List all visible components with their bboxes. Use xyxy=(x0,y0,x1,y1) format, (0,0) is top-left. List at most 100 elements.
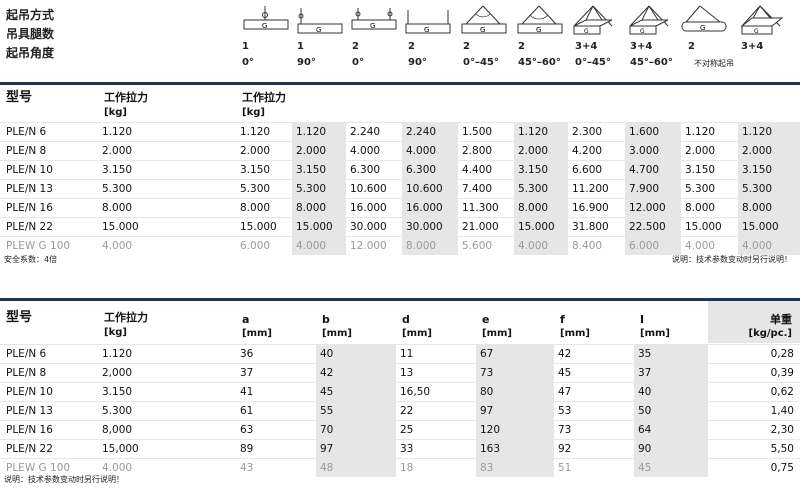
table-row: PLE/N 6 1.120 1.120 1.120 2.240 2.240 1.… xyxy=(0,122,800,142)
dim-e-cell: 97 xyxy=(476,401,554,421)
value-cell: 8.000 xyxy=(292,198,346,218)
t2-header-e: e xyxy=(482,313,490,326)
dim-l-cell: 35 xyxy=(634,344,708,364)
value-cell: 4.000 xyxy=(346,141,402,161)
value-cell: 3.150 xyxy=(681,160,738,180)
value-cell: 2.000 xyxy=(236,141,292,161)
value-cell: 8.000 xyxy=(738,198,800,218)
weight-cell: 2,30 xyxy=(708,420,800,440)
value-cell: 15.000 xyxy=(738,217,800,237)
dim-b-cell: 45 xyxy=(316,382,396,402)
value-cell: 6.300 xyxy=(346,160,402,180)
value-cell: 4.000 xyxy=(292,236,346,255)
value-cell: 2.000 xyxy=(681,141,738,161)
two-leg-angled-lift-0-45-icon: G xyxy=(456,4,510,40)
t2-header-f-unit: [mm] xyxy=(560,328,590,339)
value-cell: 2.000 xyxy=(514,141,568,161)
method-3-angle: 0° xyxy=(352,57,364,68)
value-cell: 2.000 xyxy=(738,141,800,161)
value-cell: 1.120 xyxy=(681,122,738,142)
svg-text:G: G xyxy=(584,28,589,35)
value-cell: 3.150 xyxy=(292,160,346,180)
value-cell: 3.150 xyxy=(236,160,292,180)
dim-d-cell: 25 xyxy=(396,420,476,440)
value-cell: 16.000 xyxy=(346,198,402,218)
method-9-angle: 不对称起吊 xyxy=(694,59,734,68)
value-cell: 3.150 xyxy=(514,160,568,180)
wll-cell: 3.150 xyxy=(98,382,236,402)
wll-cell: 1.120 xyxy=(98,122,236,142)
bottom-spec-change-note: 说明：技术参数变动时另行说明！ xyxy=(4,475,124,484)
dim-d-cell: 13 xyxy=(396,363,476,383)
t2-header-weight: 单重 xyxy=(770,313,792,326)
value-cell: 5.300 xyxy=(514,179,568,199)
dim-f-cell: 42 xyxy=(554,344,634,364)
dim-d-cell: 16,50 xyxy=(396,382,476,402)
dim-e-cell: 67 xyxy=(476,344,554,364)
value-cell: 4.400 xyxy=(458,160,514,180)
value-cell: 15.000 xyxy=(681,217,738,237)
table-row: PLE/N 22 15.000 15.000 15.000 30.000 30.… xyxy=(0,217,800,237)
single-leg-choke-lift-icon: G xyxy=(292,4,346,40)
method-10-legs: 3+4 xyxy=(741,41,764,52)
value-cell: 16.900 xyxy=(568,198,625,218)
asymmetric-two-leg-lift-icon: G xyxy=(676,4,730,40)
value-cell: 30.000 xyxy=(346,217,402,237)
two-leg-choke-lift-icon: G xyxy=(400,4,454,40)
value-cell: 4.000 xyxy=(738,236,800,255)
t2-header-weight-unit: [kg/pc.] xyxy=(748,328,793,339)
t1-header-unit: [kg] xyxy=(104,107,127,118)
value-cell: 1.500 xyxy=(458,122,514,142)
t2-header-d-unit: [mm] xyxy=(402,328,432,339)
value-cell: 12.000 xyxy=(625,198,681,218)
t1-header-wll-methods: 工作拉力 xyxy=(242,91,286,104)
weight-header-bg xyxy=(708,301,800,343)
value-cell: 1.120 xyxy=(738,122,800,142)
value-cell: 4.200 xyxy=(568,141,625,161)
value-cell: 31.800 xyxy=(568,217,625,237)
dim-e-cell: 163 xyxy=(476,439,554,459)
model-cell: PLE/N 22 xyxy=(0,217,98,237)
dim-e-cell: 80 xyxy=(476,382,554,402)
method-1-angle: 0° xyxy=(242,57,254,68)
t1-header-unit-methods: [kg] xyxy=(242,107,265,118)
svg-text:G: G xyxy=(480,26,485,34)
dim-b-cell: 42 xyxy=(316,363,396,383)
dim-l-cell: 64 xyxy=(634,420,708,440)
safety-factor-note: 安全系数：4倍 xyxy=(4,255,58,264)
value-cell: 2.300 xyxy=(568,122,625,142)
value-cell: 2.240 xyxy=(346,122,402,142)
value-cell: 8.000 xyxy=(402,236,458,255)
method-2-legs: 1 xyxy=(297,41,304,52)
model-cell: PLE/N 8 xyxy=(0,363,98,383)
table-row: PLE/N 16 8,000 63 70 25 120 73 64 2,30 xyxy=(0,420,800,440)
weight-cell: 1,40 xyxy=(708,401,800,421)
dim-b-cell: 55 xyxy=(316,401,396,421)
t2-header-a-unit: [mm] xyxy=(242,328,272,339)
weight-cell: 0,62 xyxy=(708,382,800,402)
dim-l-cell: 90 xyxy=(634,439,708,459)
section-divider-top xyxy=(0,82,800,85)
dim-a-cell: 61 xyxy=(236,401,316,421)
weight-cell: 0,75 xyxy=(708,458,800,477)
svg-text:G: G xyxy=(262,22,267,30)
value-cell: 6.600 xyxy=(568,160,625,180)
dim-d-cell: 18 xyxy=(396,458,476,477)
t2-header-d: d xyxy=(402,313,410,326)
dim-f-cell: 53 xyxy=(554,401,634,421)
t2-header-a: a xyxy=(242,313,250,326)
value-cell: 4.700 xyxy=(625,160,681,180)
value-cell: 8.000 xyxy=(514,198,568,218)
wll-cell: 2,000 xyxy=(98,363,236,383)
dimensions-table: PLE/N 6 1.120 36 40 11 67 42 35 0,28 PLE… xyxy=(0,344,800,477)
table-row: PLE/N 16 8.000 8.000 8.000 16.000 16.000… xyxy=(0,198,800,218)
wll-cell: 4.000 xyxy=(98,236,236,255)
method-7-angle: 0°–45° xyxy=(575,57,611,68)
t2-header-b: b xyxy=(322,313,330,326)
value-cell: 3.000 xyxy=(625,141,681,161)
table-row: PLEW G 100 4.000 6.000 4.000 12.000 8.00… xyxy=(0,236,800,255)
model-cell: PLEW G 100 xyxy=(0,458,98,477)
value-cell: 4.000 xyxy=(514,236,568,255)
dim-a-cell: 36 xyxy=(236,344,316,364)
value-cell: 7.900 xyxy=(625,179,681,199)
